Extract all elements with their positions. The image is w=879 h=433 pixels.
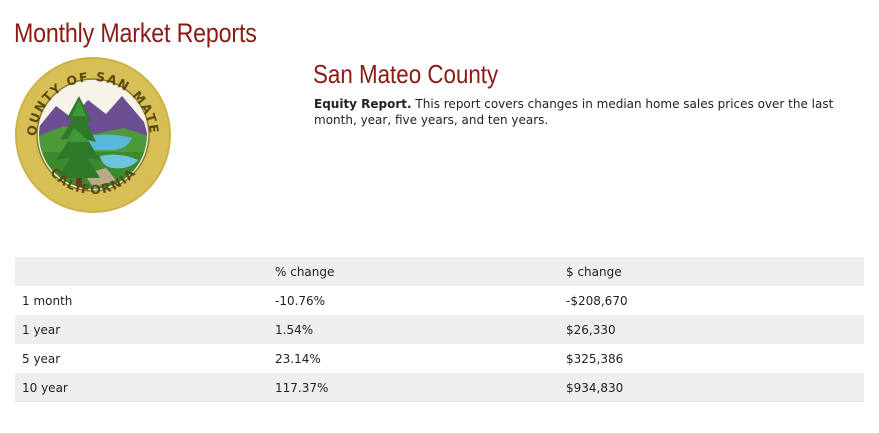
county-title: San Mateo County	[313, 59, 499, 89]
table-bottom-divider	[15, 401, 864, 402]
table-header-row: % change $ change	[15, 257, 864, 286]
table-row: 1 month -10.76% -$208,670	[15, 286, 864, 315]
row-period: 10 year	[22, 380, 68, 395]
table-row: 1 year 1.54% $26,330	[15, 315, 864, 344]
row-dollar-change: $26,330	[566, 322, 616, 337]
table-header-period	[15, 257, 268, 286]
row-pct-change: 23.14%	[275, 351, 321, 366]
row-pct-change: 117.37%	[275, 380, 329, 395]
report-description: Equity Report. This report covers change…	[314, 96, 844, 128]
table-header-pct: % change	[275, 264, 335, 279]
table-row: 10 year 117.37% $934,830	[15, 373, 864, 402]
table-row: 5 year 23.14% $325,386	[15, 344, 864, 373]
equity-table: % change $ change 1 month -10.76% -$208,…	[15, 257, 864, 402]
page-title: Monthly Market Reports	[14, 18, 257, 48]
row-dollar-change: -$208,670	[566, 293, 628, 308]
county-seal-logo: COUNTY OF SAN MATEO CALIFORNIA	[14, 56, 171, 213]
row-period: 1 year	[22, 322, 61, 337]
report-description-text: This report covers changes in median hom…	[314, 97, 834, 127]
row-pct-change: 1.54%	[275, 322, 314, 337]
row-dollar-change: $325,386	[566, 351, 624, 366]
row-period: 5 year	[22, 351, 61, 366]
row-period: 1 month	[22, 293, 73, 308]
row-dollar-change: $934,830	[566, 380, 624, 395]
report-description-bold: Equity Report.	[314, 97, 412, 111]
table-header-amount: $ change	[566, 264, 622, 279]
row-pct-change: -10.76%	[275, 293, 326, 308]
